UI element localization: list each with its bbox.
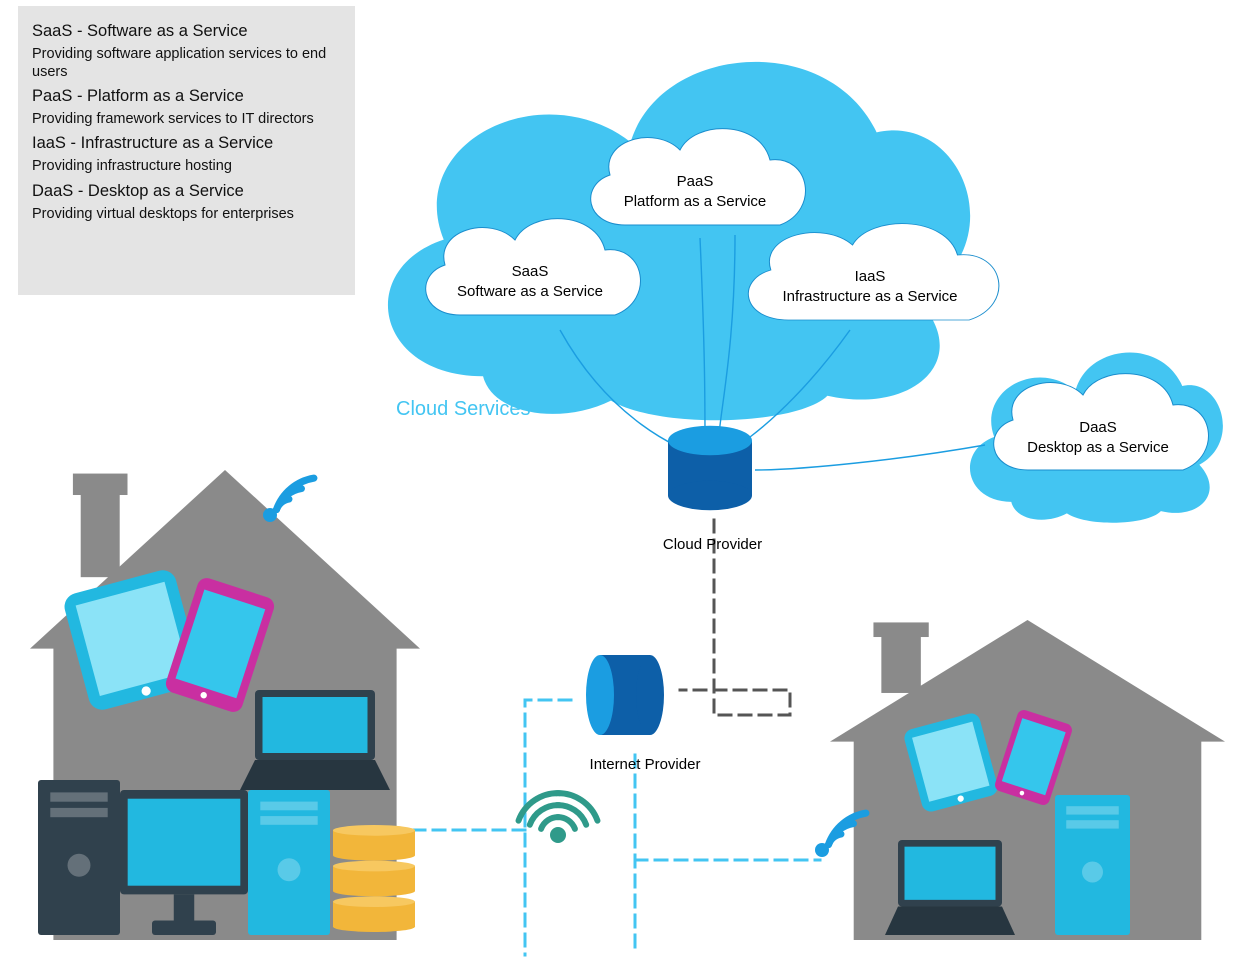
legend-desc-iaas: Providing infrastructure hosting [32, 157, 341, 175]
legend-title-iaas: IaaS - Infrastructure as a Service [32, 134, 341, 153]
internet-provider-label: Internet Provider [560, 755, 730, 775]
legend-title-paas: PaaS - Platform as a Service [32, 87, 341, 106]
paas-cloud-label: PaaSPlatform as a Service [595, 172, 795, 211]
iaas-cloud-label: IaaSInfrastructure as a Service [750, 267, 990, 306]
legend-desc-daas: Providing virtual desktops for enterpris… [32, 205, 341, 223]
dashed-connections [405, 520, 820, 955]
legend-box: SaaS - Software as a Service Providing s… [18, 6, 355, 295]
legend-title-daas: DaaS - Desktop as a Service [32, 182, 341, 201]
wifi-icon [263, 475, 314, 522]
saas-cloud-label: SaaSSoftware as a Service [430, 262, 630, 301]
daas-cloud-label: DaaSDesktop as a Service [998, 418, 1198, 457]
house_right [830, 620, 1225, 940]
legend-desc-saas: Providing software application services … [32, 45, 341, 81]
legend-desc-paas: Providing framework services to IT direc… [32, 110, 341, 128]
cloud-provider-label: Cloud Provider [640, 535, 785, 555]
legend-title-saas: SaaS - Software as a Service [32, 22, 341, 41]
cloud-services-label: Cloud Services [396, 396, 531, 422]
house_left [30, 470, 420, 940]
signal-icon [519, 783, 598, 843]
